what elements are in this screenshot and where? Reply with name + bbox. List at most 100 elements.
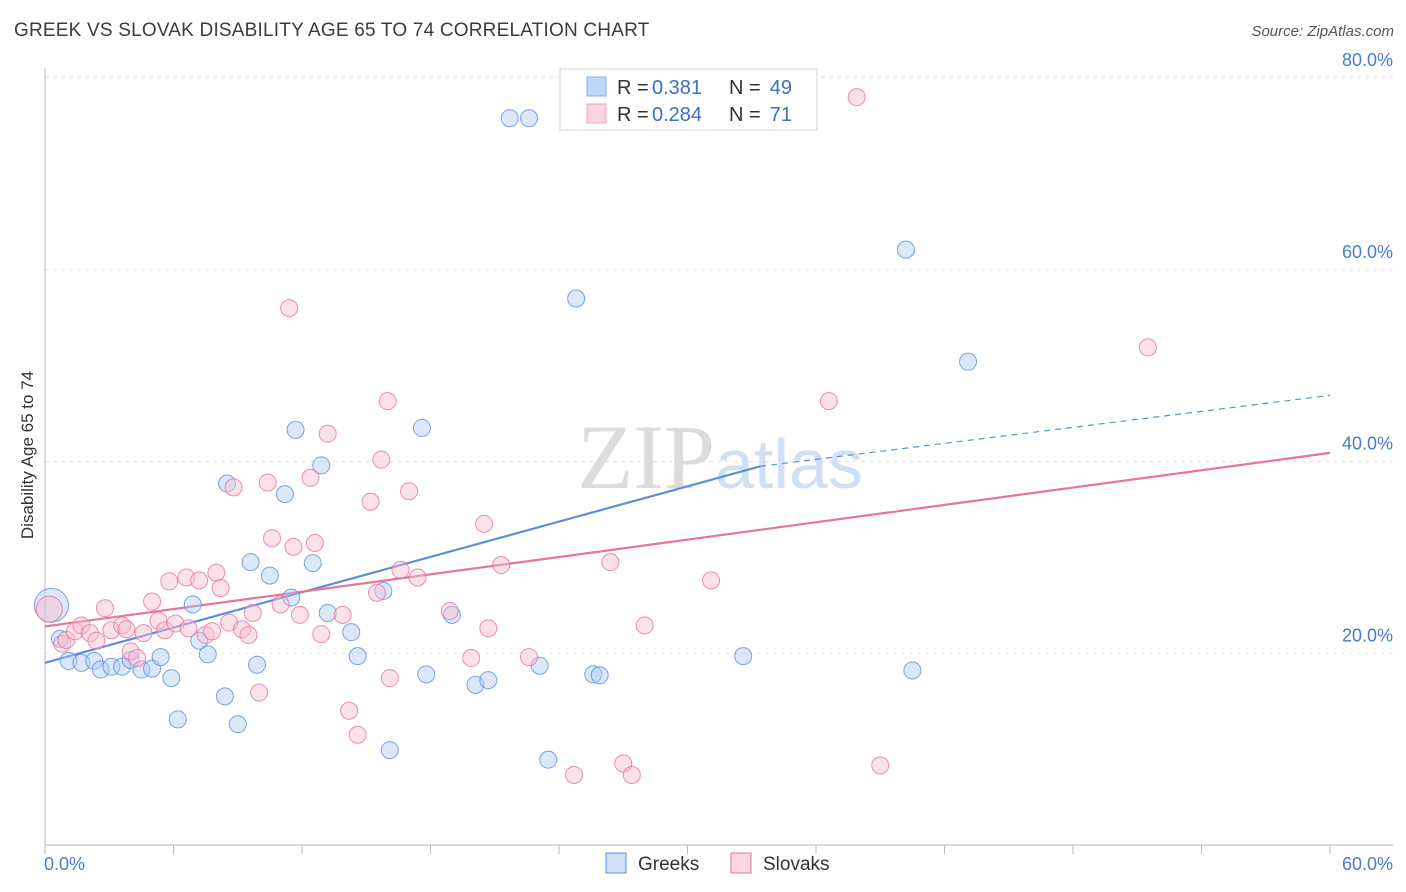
greeks-trend-line xyxy=(44,465,761,664)
greeks-point xyxy=(183,595,202,614)
slovaks-point xyxy=(179,619,198,638)
greeks-point xyxy=(162,669,181,688)
slovaks-point xyxy=(95,599,114,618)
slovaks-point xyxy=(117,620,136,639)
watermark: ZIPatlas xyxy=(577,406,863,508)
slovaks-point xyxy=(149,611,168,630)
slovaks-point xyxy=(243,603,262,622)
bottom-legend: Greeks Slovaks xyxy=(605,852,830,875)
slovaks-point xyxy=(160,572,179,591)
legend-r-value: 0.284 xyxy=(652,104,702,126)
greeks-point xyxy=(215,687,234,706)
bottom-legend-label: Greeks xyxy=(638,854,699,875)
y-tick-label: 40.0% xyxy=(1342,434,1393,454)
legend-n-label: N = xyxy=(729,104,761,126)
greeks-point xyxy=(282,588,301,607)
slovaks-point xyxy=(155,621,174,640)
greeks-point xyxy=(584,665,603,684)
slovaks-point xyxy=(380,669,399,688)
legend-r-label: R = xyxy=(617,104,649,126)
stats-legend: R = 0.381 N = 49 R = 0.284 N = 71 xyxy=(559,68,818,131)
greeks-point xyxy=(374,581,393,600)
x-tick-label-max: 60.0% xyxy=(1342,854,1393,874)
slovaks-trend-line xyxy=(44,451,1331,628)
slovaks-point xyxy=(301,468,320,487)
axes xyxy=(44,68,1393,854)
slovaks-point xyxy=(440,602,459,621)
greeks-point xyxy=(734,647,753,666)
slovaks-point xyxy=(871,756,890,775)
y-tick-label: 80.0% xyxy=(1342,50,1393,70)
slovaks-point xyxy=(340,701,359,720)
bottom-legend-label: Slovaks xyxy=(763,854,830,875)
slovaks-point xyxy=(361,492,380,511)
x-tick-labels: 0.0% 60.0% xyxy=(44,854,1393,874)
slovaks-point xyxy=(564,766,583,785)
slovaks-point xyxy=(134,624,153,643)
slovaks-point xyxy=(190,571,209,590)
slovaks-point xyxy=(333,605,352,624)
slovaks-point xyxy=(408,568,427,587)
slovaks-point xyxy=(280,299,299,318)
greeks-point xyxy=(318,603,337,622)
slovaks-point xyxy=(203,622,222,641)
slovaks-point xyxy=(284,537,303,556)
slovaks-point xyxy=(121,642,140,661)
slovaks-point xyxy=(348,725,367,744)
greeks-point xyxy=(303,554,322,573)
greeks-point xyxy=(348,647,367,666)
slovaks-point xyxy=(520,648,539,667)
slovaks-point xyxy=(263,529,282,548)
slovaks-point xyxy=(143,592,162,611)
slovaks-point xyxy=(80,624,99,643)
greeks-trend-extension xyxy=(760,394,1331,467)
greeks-point xyxy=(151,648,170,667)
slovaks-point xyxy=(400,482,419,501)
chart-title: GREEK VS SLOVAK DISABILITY AGE 65 TO 74 … xyxy=(14,20,650,41)
slovaks-point xyxy=(372,450,391,469)
slovaks-point xyxy=(312,625,331,644)
slovaks-point xyxy=(492,556,511,575)
bottom-legend-swatch xyxy=(605,852,627,874)
bottom-legend-swatch xyxy=(730,852,752,874)
slovaks-point xyxy=(211,579,230,598)
greeks-point xyxy=(342,623,361,642)
slovaks-point xyxy=(635,616,654,635)
greeks-point xyxy=(567,289,586,308)
slovaks-point xyxy=(391,560,410,579)
slovaks-point xyxy=(207,563,226,582)
slovaks-point xyxy=(475,514,494,533)
greeks-point xyxy=(959,352,978,371)
slovaks-point xyxy=(128,649,147,668)
data-points xyxy=(33,88,1157,785)
y-tick-labels: 20.0% 40.0% 60.0% 80.0% xyxy=(1342,50,1393,645)
legend-swatch xyxy=(586,76,607,97)
legend-n-label: N = xyxy=(729,77,761,99)
greeks-point xyxy=(91,660,110,679)
greeks-point xyxy=(417,665,436,684)
greeks-point xyxy=(286,420,305,439)
greeks-point xyxy=(412,418,431,437)
greeks-point xyxy=(102,657,121,676)
legend-n-value: 49 xyxy=(770,77,792,99)
greeks-point xyxy=(198,645,217,664)
trend-lines xyxy=(44,394,1331,664)
slovaks-point xyxy=(250,683,269,702)
greeks-point xyxy=(479,671,498,690)
slovaks-point xyxy=(102,621,121,640)
greeks-point xyxy=(903,661,922,680)
slovaks-point xyxy=(35,595,63,623)
x-tick-label-min: 0.0% xyxy=(44,854,85,874)
slovaks-point xyxy=(290,605,309,624)
slovaks-point xyxy=(258,473,277,492)
source-label: Source: ZipAtlas.com xyxy=(1251,23,1394,40)
slovaks-point xyxy=(271,595,290,614)
greeks-point xyxy=(260,566,279,585)
slovaks-point xyxy=(87,631,106,650)
greeks-point xyxy=(168,710,187,729)
legend-n-value: 71 xyxy=(770,104,792,126)
greeks-point xyxy=(228,715,247,734)
slovaks-point xyxy=(367,583,386,602)
slovaks-point xyxy=(239,626,258,645)
